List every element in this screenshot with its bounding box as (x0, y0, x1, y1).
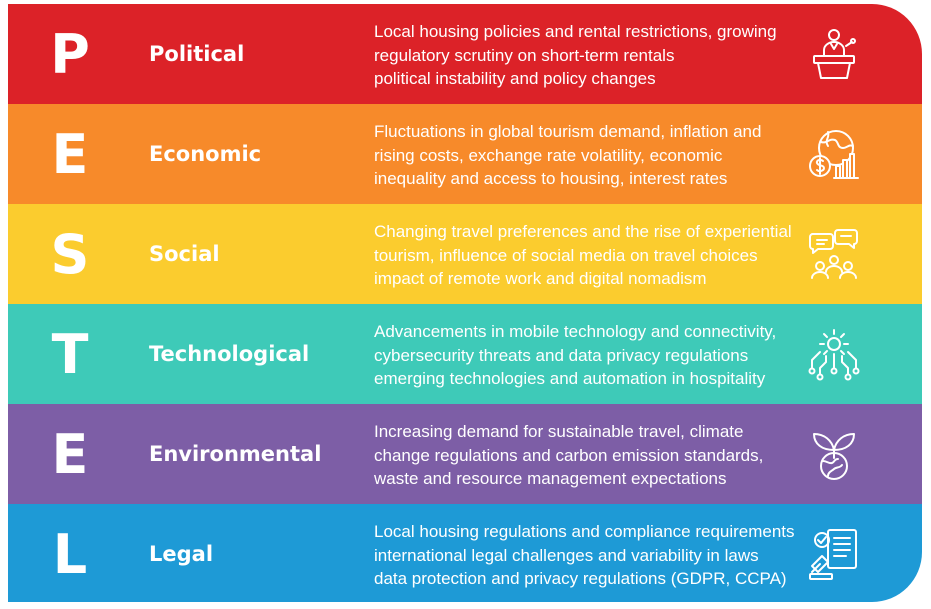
description-line: Changing travel preferences and the rise… (374, 222, 792, 241)
row-description: Local housing regulations and compliance… (374, 520, 824, 591)
row-title: Social (149, 242, 220, 266)
row-description: Advancements in mobile technology and co… (374, 320, 824, 391)
description-line: international legal challenges and varia… (374, 545, 759, 565)
row-title: Technological (149, 342, 310, 366)
pestel-row-social: S Social Changing travel preferences and… (8, 204, 922, 304)
globe-dollar-chart-icon (806, 126, 862, 182)
row-description: Local housing policies and rental restri… (374, 20, 824, 91)
description-line: Increasing demand for sustainable travel… (374, 422, 744, 441)
gear-circuit-icon (806, 326, 862, 382)
description-line: Local housing policies and rental restri… (374, 22, 777, 41)
description-line: data protection and privacy regulations … (374, 569, 787, 588)
document-gavel-icon (806, 526, 862, 582)
description-line: Local housing regulations and compliance… (374, 522, 795, 541)
row-letter: E (51, 122, 89, 186)
row-description: Changing travel preferences and the rise… (374, 220, 824, 291)
pestel-row-environmental: E Environmental Increasing demand for su… (8, 404, 922, 504)
row-letter: S (50, 222, 90, 286)
description-line: Fluctuations in global tourism demand, i… (374, 122, 762, 141)
description-line: impact of remote work and digital nomadi… (374, 269, 707, 288)
people-chat-icon (806, 226, 862, 282)
description-line: change regulations and carbon emission s… (374, 445, 764, 465)
description-line: cybersecurity threats and data privacy r… (374, 345, 749, 365)
description-line: inequality and access to housing, intere… (374, 169, 728, 188)
description-line: waste and resource management expectatio… (374, 469, 727, 488)
row-description: Increasing demand for sustainable travel… (374, 420, 824, 491)
pestel-diagram: P Political Local housing policies and r… (8, 4, 922, 602)
row-letter: P (50, 22, 90, 86)
description-line: Advancements in mobile technology and co… (374, 322, 777, 341)
row-letter: L (52, 522, 88, 586)
row-title: Economic (149, 142, 262, 166)
row-letter: T (51, 322, 89, 386)
description-line: tourism, influence of social media on tr… (374, 245, 758, 265)
row-title: Political (149, 42, 245, 66)
pestel-row-technological: T Technological Advancements in mobile t… (8, 304, 922, 404)
podium-speaker-icon (806, 26, 862, 82)
pestel-row-political: P Political Local housing policies and r… (8, 4, 922, 104)
row-title: Environmental (149, 442, 322, 466)
globe-leaf-icon (806, 426, 862, 482)
pestel-row-legal: L Legal Local housing regulations and co… (8, 504, 922, 602)
row-letter: E (51, 422, 89, 486)
row-title: Legal (149, 542, 214, 566)
description-line: rising costs, exchange rate volatility, … (374, 145, 723, 165)
description-line: emerging technologies and automation in … (374, 369, 766, 388)
pestel-row-economic: E Economic Fluctuations in global touris… (8, 104, 922, 204)
row-description: Fluctuations in global tourism demand, i… (374, 120, 824, 191)
description-line: regulatory scrutiny on short-term rental… (374, 45, 675, 65)
description-line: political instability and policy changes (374, 69, 656, 88)
